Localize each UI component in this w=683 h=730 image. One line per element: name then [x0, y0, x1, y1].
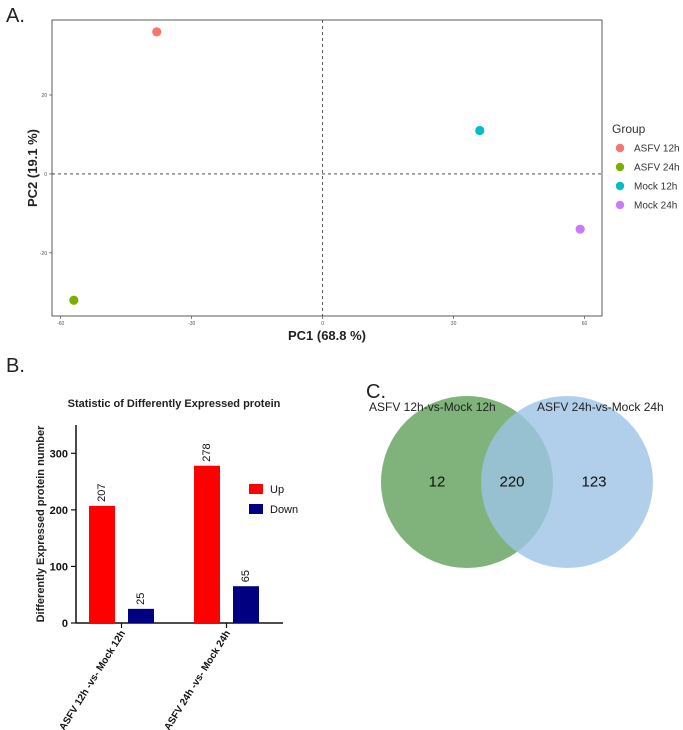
pca-x-axis-label: PC1 (68.8 %)	[288, 328, 366, 343]
bar-legend-label: Down	[270, 504, 298, 516]
bar-x-tick-label: ASFV 12h -vs- Mock 12h	[57, 629, 128, 730]
pca-x-tick-label: 30	[451, 321, 457, 327]
pca-legend-label: Mock 12h	[634, 182, 677, 193]
bar-legend-label: Up	[270, 484, 284, 496]
bar-up	[89, 505, 115, 623]
venn-set-1-only-count: 12	[429, 474, 446, 491]
bar-value-label: 65	[240, 570, 252, 582]
pca-y-tick-label: -20	[40, 251, 47, 257]
bar-y-axis-label: Differently Expressed protein number	[35, 425, 47, 623]
pca-x-tick-label: 0	[321, 321, 324, 327]
venn-set-2-only-count: 123	[581, 474, 606, 491]
pca-scatter-chart: -60 -30 0 30 60 -20 0 20 PC1 (68.8 %) PC2 (19.…	[25, 19, 680, 343]
pca-point-mock-12h	[475, 125, 485, 136]
bar-value-label: 25	[135, 593, 147, 605]
pca-x-tick-label: -30	[188, 321, 195, 327]
pca-y-axis-label: PC2 (19.1 %)	[25, 129, 40, 207]
venn-circle-set-2	[481, 396, 653, 568]
pca-legend-marker	[615, 162, 625, 172]
pca-legend-label: Mock 24h	[634, 201, 677, 212]
bar-value-label: 278	[201, 443, 213, 461]
pca-point-asfv-12h	[152, 27, 162, 37]
bar-x-tick-label: ASFV 24h -vs- Mock 24h	[162, 629, 233, 730]
bar-chart-title: Statistic of Differently Expressed prote…	[68, 398, 281, 410]
pca-point-mock-24h	[575, 224, 585, 234]
bar-y-tick-label: 200	[50, 505, 68, 517]
bar-up	[194, 465, 220, 623]
venn-set-1-label: ASFV 12h-vs-Mock 12h	[369, 400, 496, 414]
pca-legend-label: ASFV 12h	[634, 144, 680, 155]
venn-intersection-count: 220	[499, 474, 524, 491]
bar-down	[233, 586, 259, 623]
bar-y-tick-label: 0	[62, 618, 68, 630]
pca-legend-marker	[615, 200, 625, 210]
pca-legend-marker	[615, 181, 625, 191]
panel-a-label: A.	[6, 5, 25, 27]
bar-value-label: 207	[96, 484, 108, 502]
bar-chart: Statistic of Differently Expressed prote…	[35, 398, 298, 730]
bar-y-tick-label: 100	[50, 561, 68, 573]
bar-legend-swatch	[249, 484, 263, 494]
venn-diagram: ASFV 12h-vs-Mock 12h ASFV 24h-vs-Mock 24…	[369, 396, 664, 568]
pca-legend-label: ASFV 24h	[634, 163, 680, 174]
panel-c-label: C.	[366, 381, 386, 403]
bar-legend-swatch	[249, 504, 263, 514]
bar-y-tick-label: 300	[50, 448, 68, 460]
pca-legend-title: Group	[612, 122, 646, 136]
panel-b-label: B.	[6, 355, 25, 377]
pca-y-tick-label: 20	[41, 93, 47, 99]
pca-x-tick-label: -60	[57, 321, 64, 327]
bar-down	[128, 608, 154, 623]
pca-y-tick-label: 0	[44, 172, 47, 178]
venn-set-2-label: ASFV 24h-vs-Mock 24h	[537, 400, 664, 414]
pca-plot-frame	[51, 19, 603, 317]
pca-point-asfv-24h	[69, 295, 79, 305]
pca-legend-marker	[615, 143, 625, 153]
pca-x-tick-label: 60	[582, 321, 588, 327]
